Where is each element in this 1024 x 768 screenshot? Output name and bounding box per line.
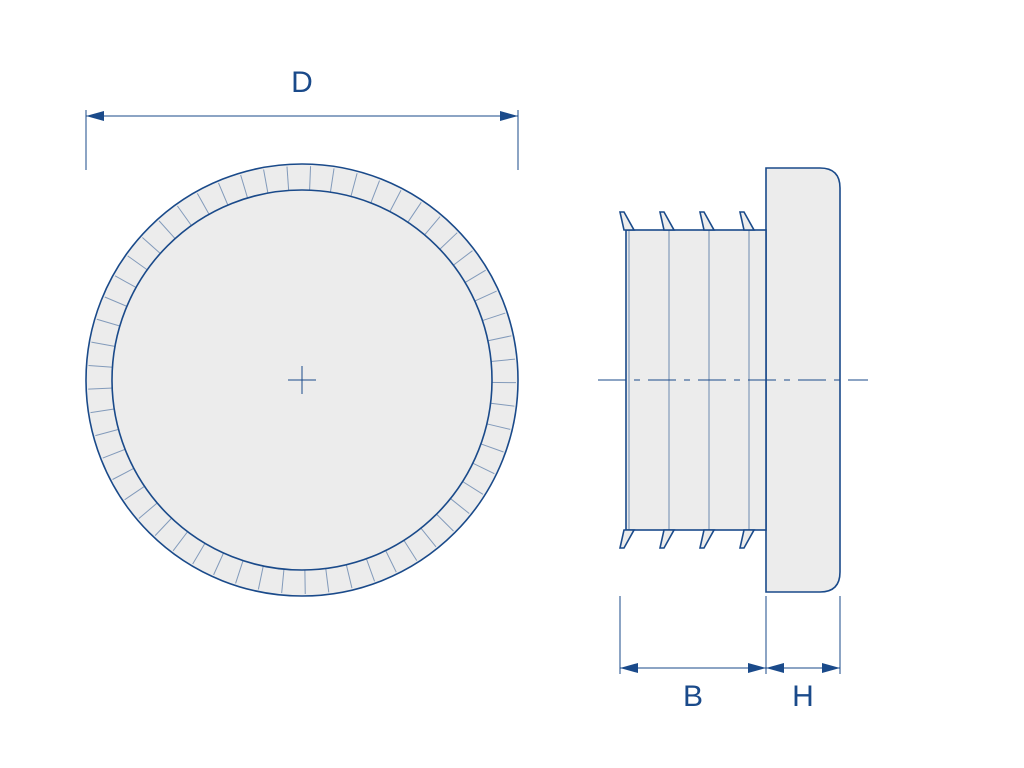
rib-bot-0 [620,530,634,548]
side-view [598,168,868,592]
technical-drawing: D B H [0,0,1024,768]
rib-bot-3 [740,530,754,548]
rib-top-0 [620,212,634,230]
rib-bot-2 [700,530,714,548]
front-view [86,164,518,596]
rib-bot-1 [660,530,674,548]
plug-body [626,230,766,530]
rib-top-1 [660,212,674,230]
rib-top-2 [700,212,714,230]
dim-label-B: B [683,680,703,713]
dim-label-D: D [291,66,313,99]
rib-top-3 [740,212,754,230]
dim-label-H: H [792,680,814,713]
